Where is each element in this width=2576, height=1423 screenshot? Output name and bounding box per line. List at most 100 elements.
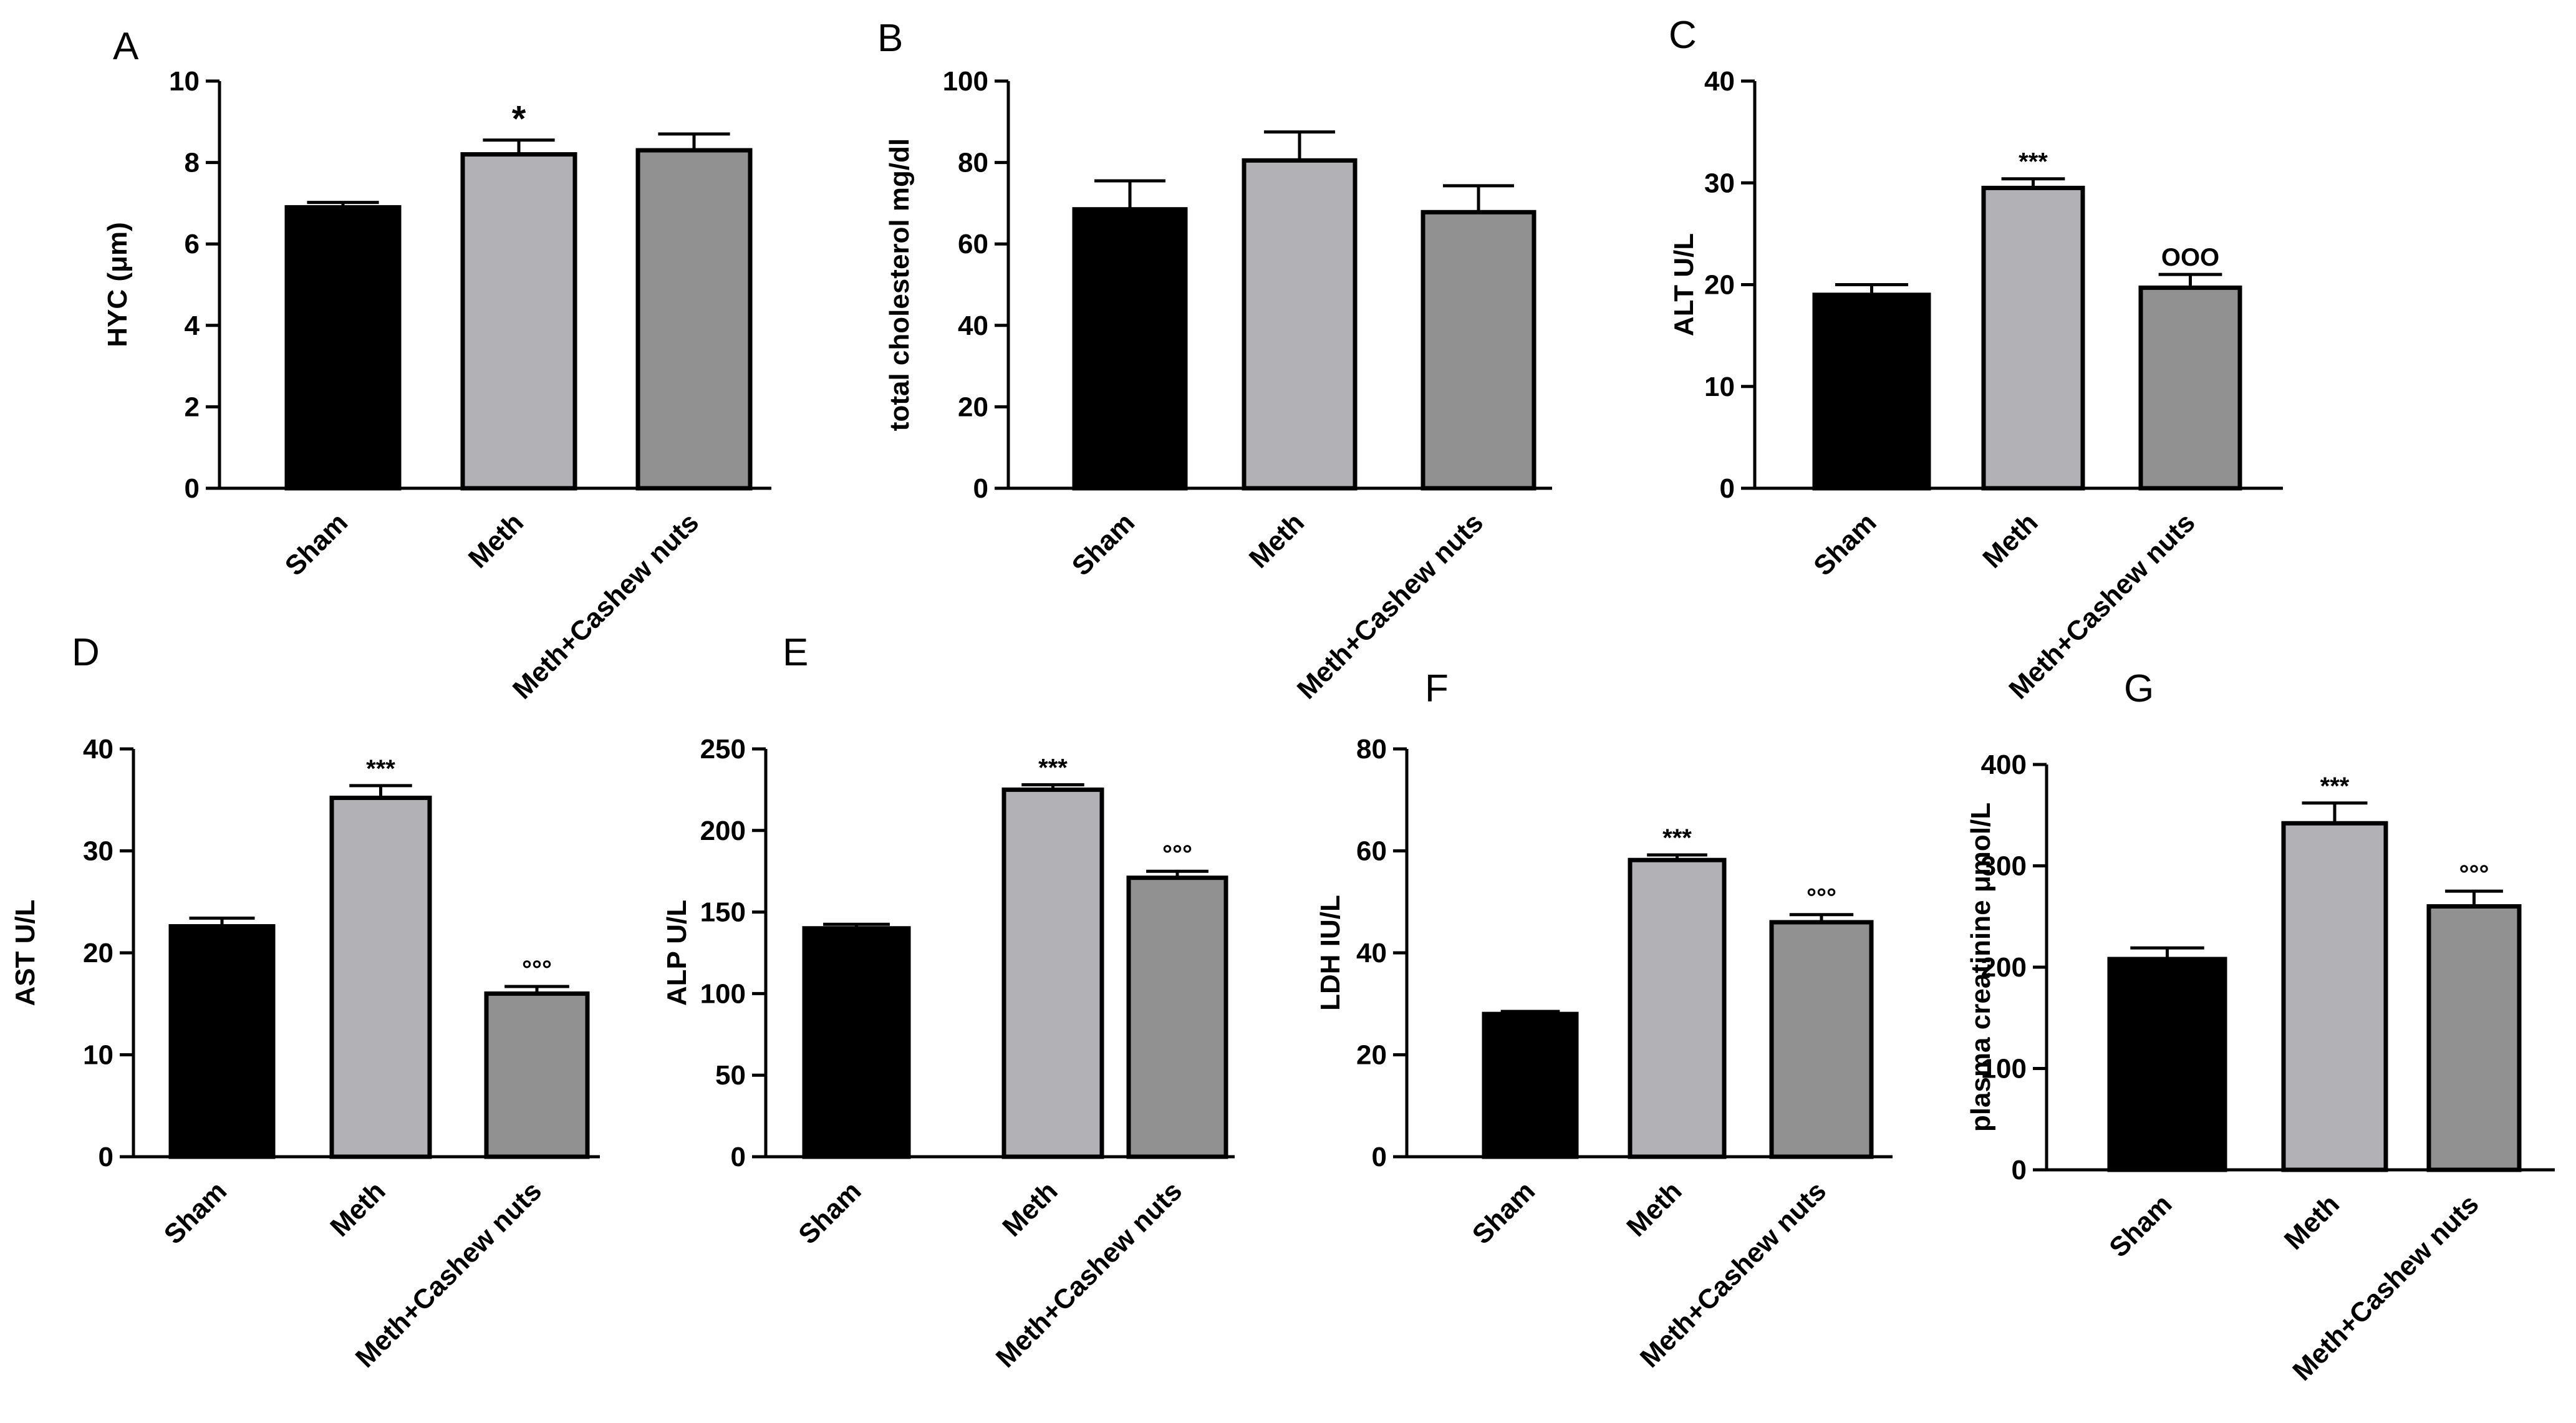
significance-label: °°° <box>1807 884 1836 912</box>
category-label: Meth <box>1621 1175 1687 1242</box>
bar-meth <box>1628 857 1727 1159</box>
bar-sham <box>802 926 911 1159</box>
y-tick-label: 40 <box>1704 66 1735 97</box>
significance-label: * <box>512 99 526 140</box>
category-label: Sham <box>1808 507 1882 581</box>
y-tick-label: 200 <box>700 816 746 846</box>
category-label: Sham <box>158 1175 233 1250</box>
panel-label: B <box>877 17 903 60</box>
y-axis-title: ALP U/L <box>662 900 692 1006</box>
chart-panel-g: G 0 100 200 300 400 plasma creatinine μmol/L Sh… <box>1966 667 2555 1387</box>
y-tick-label: 250 <box>700 734 746 765</box>
y-tick-label: 400 <box>1981 750 2027 780</box>
y-tick-label: 30 <box>1704 168 1735 198</box>
panel-label: F <box>1425 667 1449 710</box>
y-tick-label: 8 <box>185 148 200 178</box>
category-label: Meth+Cashew nuts <box>507 507 705 705</box>
y-tick-label: 4 <box>185 311 200 341</box>
significance-label: *** <box>2320 773 2350 800</box>
bar-sham <box>1482 1011 1579 1159</box>
bar-sham <box>168 924 276 1159</box>
category-label: Meth+Cashew nuts <box>1291 507 1489 705</box>
bar-meth <box>1242 158 1358 491</box>
y-tick-label: 0 <box>1720 473 1735 504</box>
y-tick-label: 100 <box>943 66 988 97</box>
category-label: Sham <box>279 507 354 581</box>
category-label: Sham <box>1066 507 1141 581</box>
bar-meth <box>2281 821 2388 1172</box>
y-axis-title: AST U/L <box>10 899 41 1006</box>
panel-label: C <box>1669 14 1697 57</box>
bar-meth-cashew-nuts <box>1769 920 1874 1159</box>
y-tick-label: 40 <box>83 734 113 765</box>
significance-label: °°° <box>522 956 552 983</box>
significance-label: °°° <box>1162 841 1192 868</box>
category-label: Meth <box>463 507 529 574</box>
y-tick-label: 50 <box>715 1060 746 1091</box>
y-tick-label: 10 <box>83 1040 113 1071</box>
y-tick-label: 0 <box>185 473 200 504</box>
bar-meth-cashew-nuts <box>1126 876 1228 1159</box>
y-tick-label: 10 <box>169 66 200 97</box>
y-tick-label: 100 <box>1981 1054 2027 1084</box>
y-tick-label: 80 <box>958 148 988 178</box>
significance-label: *** <box>1038 755 1068 782</box>
y-tick-label: 80 <box>1356 734 1387 765</box>
y-tick-label: 0 <box>1372 1142 1387 1172</box>
significance-label: *** <box>366 755 395 783</box>
y-axis-title: plasma creatinine μmol/L <box>1966 803 1996 1132</box>
bar-sham <box>284 205 402 491</box>
y-axis-title: total cholesterol mg/dl <box>884 138 915 431</box>
bar-meth <box>460 152 577 491</box>
y-tick-label: 60 <box>1356 836 1387 867</box>
y-tick-label: 2 <box>185 392 200 422</box>
panel-label: E <box>783 631 808 674</box>
category-label: Meth <box>1243 507 1310 574</box>
category-label: Meth <box>1977 507 2043 574</box>
chart-panel-b: B 0 20 40 60 80 100 total cholesterol mg/dl Sham… <box>877 17 1552 705</box>
y-axis-title: LDH IU/L <box>1315 895 1346 1011</box>
bar-meth-cashew-nuts <box>2426 904 2522 1172</box>
y-axis-title: HYC (μm) <box>102 222 133 347</box>
y-tick-label: 20 <box>83 938 113 968</box>
y-tick-label: 0 <box>973 473 988 504</box>
y-tick-label: 0 <box>2012 1155 2027 1185</box>
y-tick-label: 20 <box>958 392 988 422</box>
significance-label: OOO <box>2161 244 2219 271</box>
y-axis-title: ALT U/L <box>1669 233 1699 336</box>
y-tick-label: 30 <box>83 836 113 867</box>
category-label: Sham <box>2103 1189 2178 1263</box>
bar-meth-cashew-nuts <box>1421 210 1536 491</box>
y-tick-label: 60 <box>958 229 988 259</box>
y-tick-label: 20 <box>1356 1040 1387 1071</box>
category-label: Meth <box>996 1175 1063 1242</box>
panel-label: D <box>72 631 100 674</box>
bar-meth-cashew-nuts <box>635 148 753 491</box>
y-tick-label: 20 <box>1704 270 1735 301</box>
y-tick-label: 6 <box>185 229 200 259</box>
category-label: Meth <box>2279 1189 2345 1255</box>
bar-meth-cashew-nuts <box>2138 285 2242 491</box>
y-tick-label: 0 <box>99 1142 113 1172</box>
y-tick-label: 150 <box>700 897 746 928</box>
category-label: Sham <box>793 1175 867 1250</box>
significance-label: °°° <box>2459 861 2489 888</box>
bar-sham <box>1812 292 1931 491</box>
bar-meth <box>1981 185 2085 491</box>
category-label: Sham <box>1467 1175 1541 1250</box>
y-tick-label: 0 <box>731 1142 746 1172</box>
bar-meth <box>329 795 432 1159</box>
y-tick-label: 300 <box>1981 851 2027 882</box>
y-tick-label: 200 <box>1981 952 2027 983</box>
panel-label: G <box>2124 667 2154 710</box>
category-label: Meth <box>324 1175 391 1242</box>
bar-sham <box>2107 957 2227 1172</box>
significance-label: *** <box>2019 148 2048 176</box>
y-tick-label: 100 <box>700 978 746 1009</box>
bar-meth-cashew-nuts <box>484 991 590 1159</box>
